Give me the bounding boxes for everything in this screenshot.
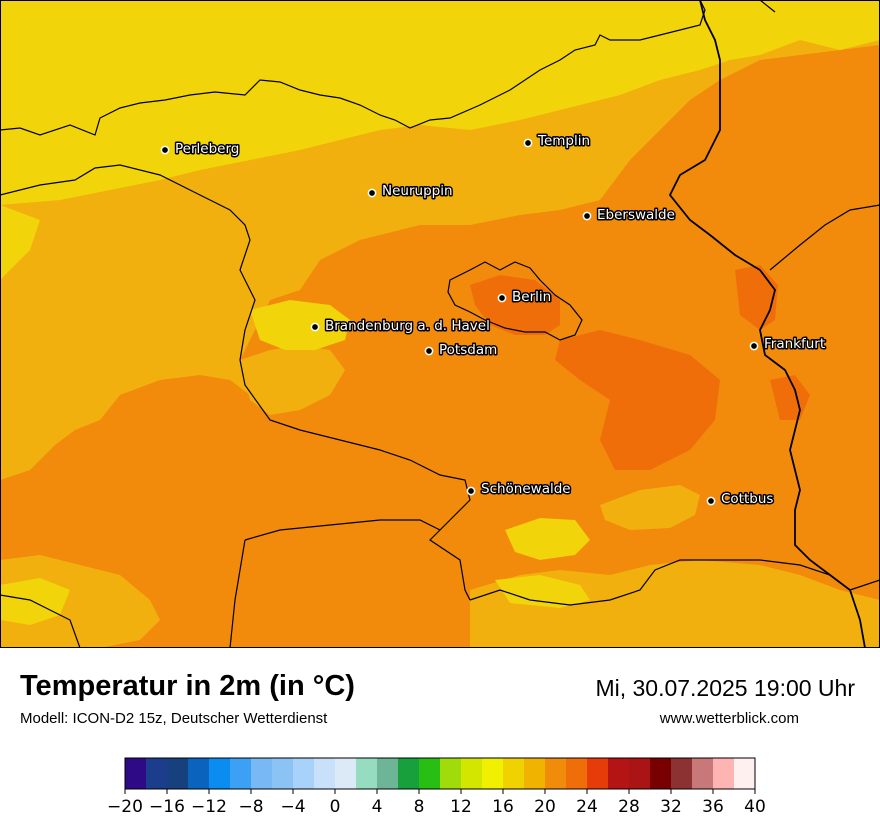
legend-tick-label: 12 [450,797,472,817]
legend-tick-label: −20 [107,797,143,817]
temperature-map: Perleberg Templin Neuruppin Eberswalde B… [0,0,880,648]
city-label-cottbus: Cottbus [721,491,773,507]
city-brandenburg: Brandenburg a. d. Havel [310,317,491,336]
city-perleberg: Perleberg [160,140,241,159]
legend-tick-label: 4 [372,797,383,817]
legend-swatch [356,758,378,789]
state-border-southwest [229,539,246,648]
temperature-field-18-20-brb [240,345,345,415]
legend-tick-label: −12 [191,797,227,817]
national-border-poland [668,0,866,648]
poland-internal-border-ne [759,0,776,13]
legend-swatch [587,758,609,789]
legend-tick-label: 8 [414,797,425,817]
legend-swatch [209,758,231,789]
legend-swatch [335,758,357,789]
berlin-border [447,261,583,341]
legend-swatch [398,758,420,789]
legend-swatch [734,758,756,789]
temperature-field-16-18-center [250,300,350,350]
legend-swatch [629,758,651,789]
legend-swatch [272,758,294,789]
legend-tick-label: −4 [280,797,305,817]
legend-tick-label: 32 [660,797,682,817]
state-border-south-inner [244,519,441,541]
city-label-perleberg: Perleberg [175,141,239,157]
chart-title: Temperatur in 2m (in °C) [20,670,355,702]
legend-swatch [125,758,147,789]
temperature-field-22-24-east [555,330,720,470]
legend-swatch [482,758,504,789]
legend-frame [124,757,756,790]
city-label-neuruppin: Neuruppin [382,183,453,199]
czech-border [849,579,880,591]
legend-swatch [671,758,693,789]
legend-swatch [314,758,336,789]
legend-swatch [230,758,252,789]
state-border-south [469,559,851,606]
city-label-frankfurt: Frankfurt [764,336,825,352]
legend-swatch [713,758,735,789]
city-frankfurt: Frankfurt [749,335,827,354]
legend-swatch [545,758,567,789]
legend-tick-label: −16 [149,797,185,817]
color-legend-canvas: −20 −16 −12 −8 −4 0 4 8 12 16 20 24 28 32 36 40 [107,757,766,817]
city-neuruppin: Neuruppin [367,182,454,201]
temperature-field-16-18-north [0,0,880,205]
temperature-field-16-18-sw [0,578,70,625]
legend-swatch [419,758,441,789]
website-link: www.wetterblick.com [659,710,799,727]
legend-swatch [524,758,546,789]
legend-swatch [146,758,168,789]
state-border-north [0,0,706,136]
legend-tick-label: 0 [330,797,341,817]
legend-swatch [650,758,672,789]
legend-swatch [692,758,714,789]
legend-swatch [167,758,189,789]
legend-swatch [440,758,462,789]
borders [0,0,880,648]
legend-tick-label: 28 [618,797,640,817]
legend-tick-label: −8 [238,797,263,817]
city-potsdam: Potsdam [424,341,499,360]
map-canvas: Perleberg Templin Neuruppin Eberswalde B… [0,0,880,648]
forecast-datetime: Mi, 30.07.2025 19:00 Uhr [595,675,855,701]
legend-swatch [461,758,483,789]
legend-swatch [188,758,210,789]
city-label-berlin: Berlin [512,289,551,305]
legend-tick-label: 16 [492,797,514,817]
city-eberswalde: Eberswalde [582,206,676,225]
state-border-sw-corner [0,594,81,648]
model-info: Modell: ICON-D2 15z, Deutscher Wetterdie… [20,710,328,727]
city-cottbus: Cottbus [706,490,775,509]
city-label-schoenewalde: Schönewalde [481,481,571,497]
city-label-brandenburg: Brandenburg a. d. Havel [325,318,490,334]
legend-tick-label: 20 [534,797,556,817]
legend-tick-label: 40 [744,797,766,817]
temperature-field-22-24-berlin [470,275,560,335]
temperature-field-16-18-south [505,518,590,560]
poland-internal-border [769,204,880,271]
legend-swatch [608,758,630,789]
temperature-field-18-20-s [470,560,880,648]
city-markers: Perleberg Templin Neuruppin Eberswalde B… [160,132,827,509]
city-label-eberswalde: Eberswalde [597,207,675,223]
temperature-field-16-18-south2 [495,575,590,608]
legend-swatch [377,758,399,789]
legend-swatch [503,758,525,789]
city-templin: Templin [523,132,592,151]
legend-tick-label: 36 [702,797,724,817]
legend-swatch [566,758,588,789]
temperature-field-18-20-cottbus [600,485,700,530]
city-label-potsdam: Potsdam [439,342,497,358]
temperature-field-16-18-nw2 [0,205,40,280]
legend-tick-label: 24 [576,797,598,817]
city-label-templin: Templin [537,133,590,149]
legend-swatch [251,758,273,789]
city-schoenewalde: Schönewalde [466,480,572,499]
state-border-west [0,164,471,601]
color-legend: −20 −16 −12 −8 −4 0 4 8 12 16 20 24 28 32 36 40 [0,750,880,830]
legend-swatch [293,758,315,789]
city-berlin: Berlin [497,288,553,307]
